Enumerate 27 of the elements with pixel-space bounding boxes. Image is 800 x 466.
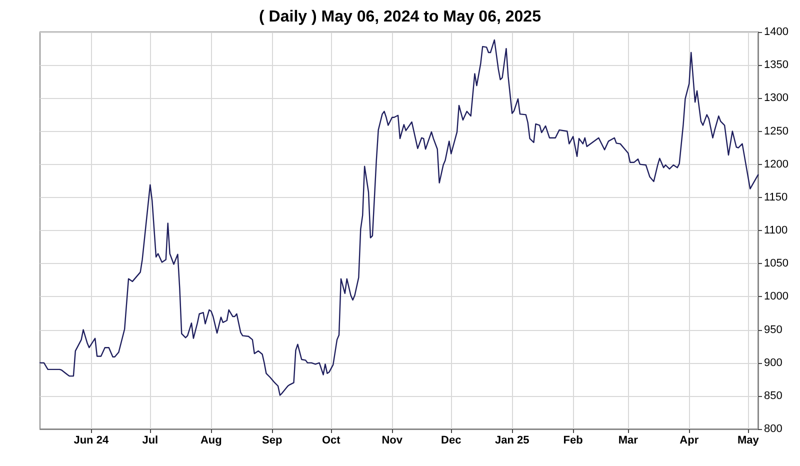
x-tick-label: Dec [441,434,462,446]
y-tick-label: 950 [764,324,782,336]
x-tick-label: Nov [382,434,404,446]
x-tick-label: Jun 24 [74,434,110,446]
y-tick-label: 1300 [764,92,788,104]
chart-title: ( Daily ) May 06, 2024 to May 06, 2025 [259,8,542,26]
y-tick-label: 1100 [764,224,788,236]
x-tick-label: Feb [563,434,584,446]
x-tick-label: Jul [142,434,158,446]
x-tick-label: Aug [200,434,222,446]
y-tick-label: 850 [764,390,782,402]
y-tick-label: 1400 [764,26,788,38]
y-tick-label: 1150 [764,191,788,204]
x-tick-label: Apr [680,434,700,446]
y-tick-label: 1000 [764,290,788,303]
line-series [39,39,759,396]
y-tick-label: 800 [764,423,782,435]
x-tick-label: Oct [322,434,341,446]
x-tick-label: May [737,434,760,446]
y-tick-label: 1250 [764,125,788,138]
x-tick-label: Jan 25 [494,434,530,446]
x-tick-label: Sep [262,434,282,446]
y-tick-label: 1200 [764,158,788,170]
y-tick-label: 1050 [764,258,788,270]
y-tick-label: 900 [764,356,782,369]
y-tick-label: 1350 [764,59,788,72]
x-tick-label: Mar [618,434,639,446]
